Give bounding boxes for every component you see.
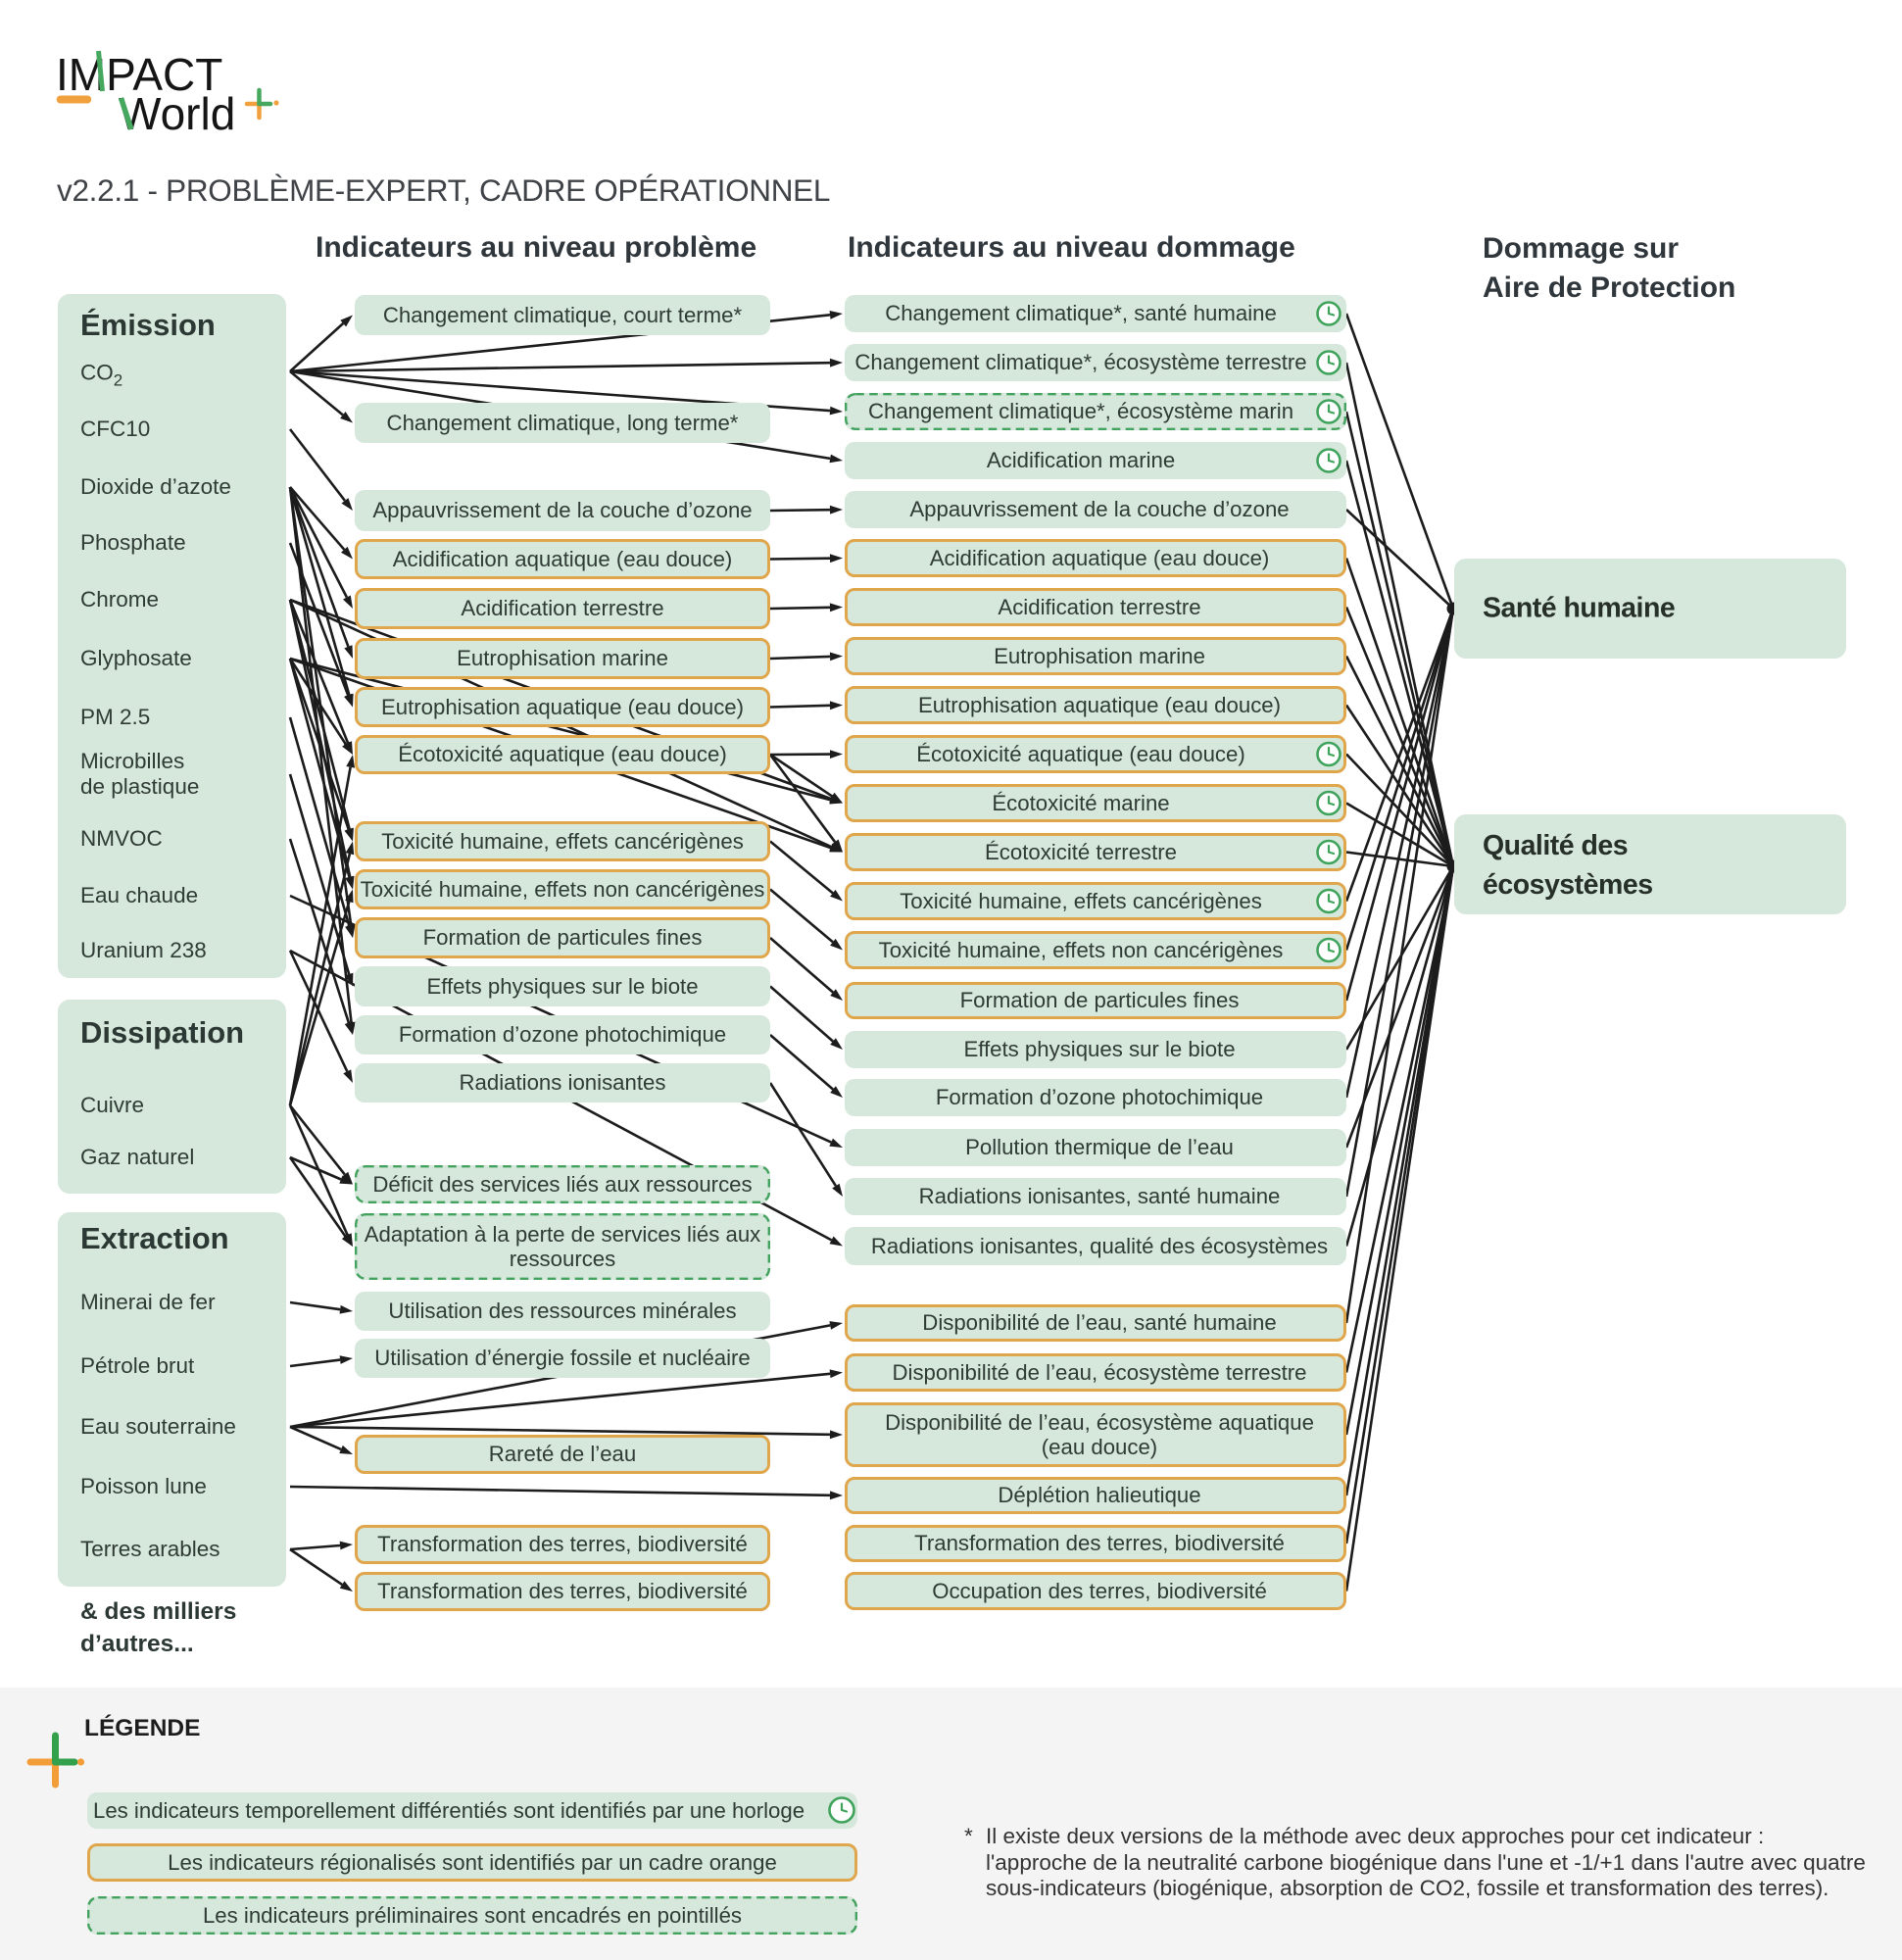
svg-text:World: World (119, 88, 235, 139)
svg-text:IMPACT: IMPACT (56, 49, 222, 100)
